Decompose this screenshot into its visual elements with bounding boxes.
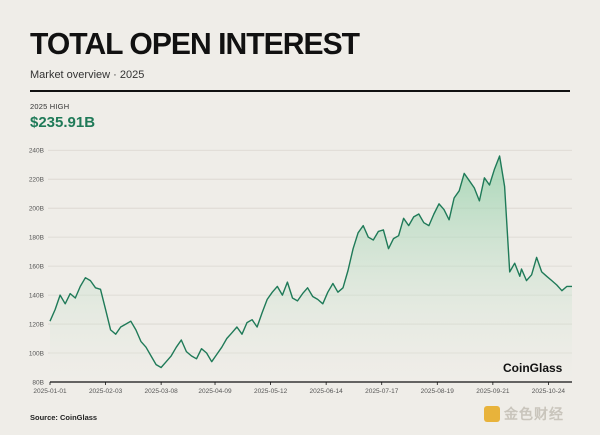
highlight-label: 2025 HIGH [30,102,70,111]
source-note: Source: CoinGlass [30,413,98,422]
y-tick-label: 200B [29,206,44,213]
page-subtitle: Market overview · 2025 [30,69,145,81]
x-tick-label: 2025-07-17 [365,388,399,395]
header-divider [30,90,570,92]
y-tick-label: 140B [29,293,44,300]
highlight-value: $235.91B [30,114,96,131]
x-axis-ticks: 2025-01-01 2025-02-03 2025-03-08 2025-04-09… [33,382,565,395]
x-tick-label: 2025-02-03 [89,388,123,395]
x-tick-label: 2025-06-14 [310,388,344,395]
x-tick-label: 2025-08-19 [421,388,455,395]
y-tick-label: 240B [29,148,44,155]
x-tick-label: 2025-01-01 [33,388,67,395]
y-tick-label: 100B [29,351,44,358]
footer-logo-text: 金色财经 [504,406,564,422]
y-tick-label: 180B [29,235,44,242]
y-tick-label: 120B [29,322,44,329]
chart-watermark: CoinGlass [503,361,563,375]
y-axis-ticks: 80B 100B 120B 140B 160B 180B 200B 220B 240B [29,148,44,387]
x-tick-label: 2025-03-08 [145,388,179,395]
x-tick-label: 2025-10-24 [532,388,566,395]
page-title: TOTAL OPEN INTEREST [30,26,360,61]
y-tick-label: 80B [32,380,44,387]
x-tick-label: 2025-04-09 [198,388,232,395]
x-tick-label: 2025-05-12 [254,388,288,395]
chart-area-fill [50,156,572,382]
x-tick-label: 2025-09-21 [476,388,510,395]
footer-logo: 金色财经 [484,404,564,424]
y-tick-label: 160B [29,264,44,271]
y-tick-label: 220B [29,177,44,184]
brand-logo-icon [484,406,500,422]
chart-series-line [49,155,572,369]
